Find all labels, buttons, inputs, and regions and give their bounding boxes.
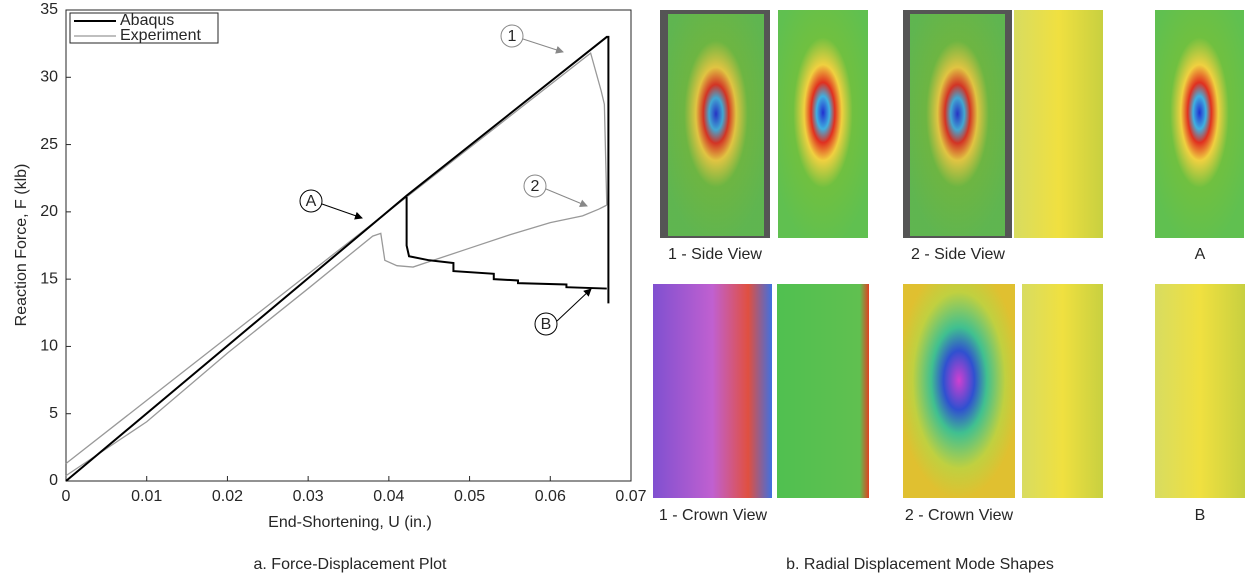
caption: b. Radial Displacement Mode Shapes — [786, 556, 1054, 573]
y-tick-label: 35 — [40, 1, 58, 18]
annotation-label: 2 — [531, 178, 540, 195]
x-tick-label: 0.07 — [615, 488, 646, 505]
photo — [903, 284, 1015, 498]
x-tick-label: 0.04 — [373, 488, 404, 505]
annotation-arrow — [321, 203, 363, 220]
y-tick-label: 5 — [49, 405, 58, 422]
series-line — [65, 51, 608, 477]
photo — [653, 284, 772, 498]
y-tick-label: 20 — [40, 203, 58, 220]
annotation-label: B — [541, 316, 552, 333]
contour — [1014, 10, 1103, 238]
panel-label: 1 - Side View — [668, 246, 762, 263]
y-tick-label: 0 — [49, 472, 58, 489]
y-tick-label: 30 — [40, 69, 58, 86]
photo-overlay — [668, 14, 764, 236]
contour — [1155, 10, 1244, 238]
legend-label: Abaqus — [120, 12, 174, 29]
contour — [777, 284, 869, 498]
x-tick-label: 0 — [62, 488, 71, 505]
y-tick-label: 15 — [40, 270, 58, 287]
series-line — [65, 35, 610, 482]
x-tick-label: 0.05 — [454, 488, 485, 505]
x-tick-label: 0.06 — [535, 488, 566, 505]
legend-box — [69, 12, 219, 44]
photo-overlay — [910, 14, 1005, 236]
legend-label: Experiment — [120, 27, 201, 44]
x-tick-label: 0.02 — [212, 488, 243, 505]
contour — [1022, 284, 1103, 498]
annotation-arrow — [545, 188, 588, 208]
mode-images — [653, 10, 1245, 498]
contour — [778, 10, 868, 238]
annotation-label: 1 — [508, 28, 517, 45]
panel-label: B — [1195, 507, 1206, 524]
panel-label: 2 - Crown View — [905, 507, 1014, 524]
x-tick-label: 0.01 — [131, 488, 162, 505]
contour — [1155, 284, 1245, 498]
annotation-arrow — [522, 38, 564, 54]
annotation-circle — [523, 174, 547, 198]
panel-label: 2 - Side View — [911, 246, 1005, 263]
panel-label: 1 - Crown View — [659, 507, 768, 524]
annotation-arrow — [556, 288, 592, 322]
caption: a. Force-Displacement Plot — [254, 556, 448, 573]
y-axis-label: Reaction Force, F (klb) — [13, 164, 30, 327]
annotation-circle — [534, 312, 558, 336]
x-axis-label: End-Shortening, U (in.) — [268, 514, 432, 531]
annotation-circle — [299, 189, 323, 213]
annotation-circle — [500, 24, 524, 48]
y-tick-label: 25 — [40, 136, 58, 153]
x-tick-label: 0.03 — [293, 488, 324, 505]
plot-frame — [65, 9, 632, 482]
panel-label: A — [1195, 246, 1206, 263]
annotation-label: A — [306, 193, 317, 210]
y-tick-label: 10 — [40, 338, 58, 355]
